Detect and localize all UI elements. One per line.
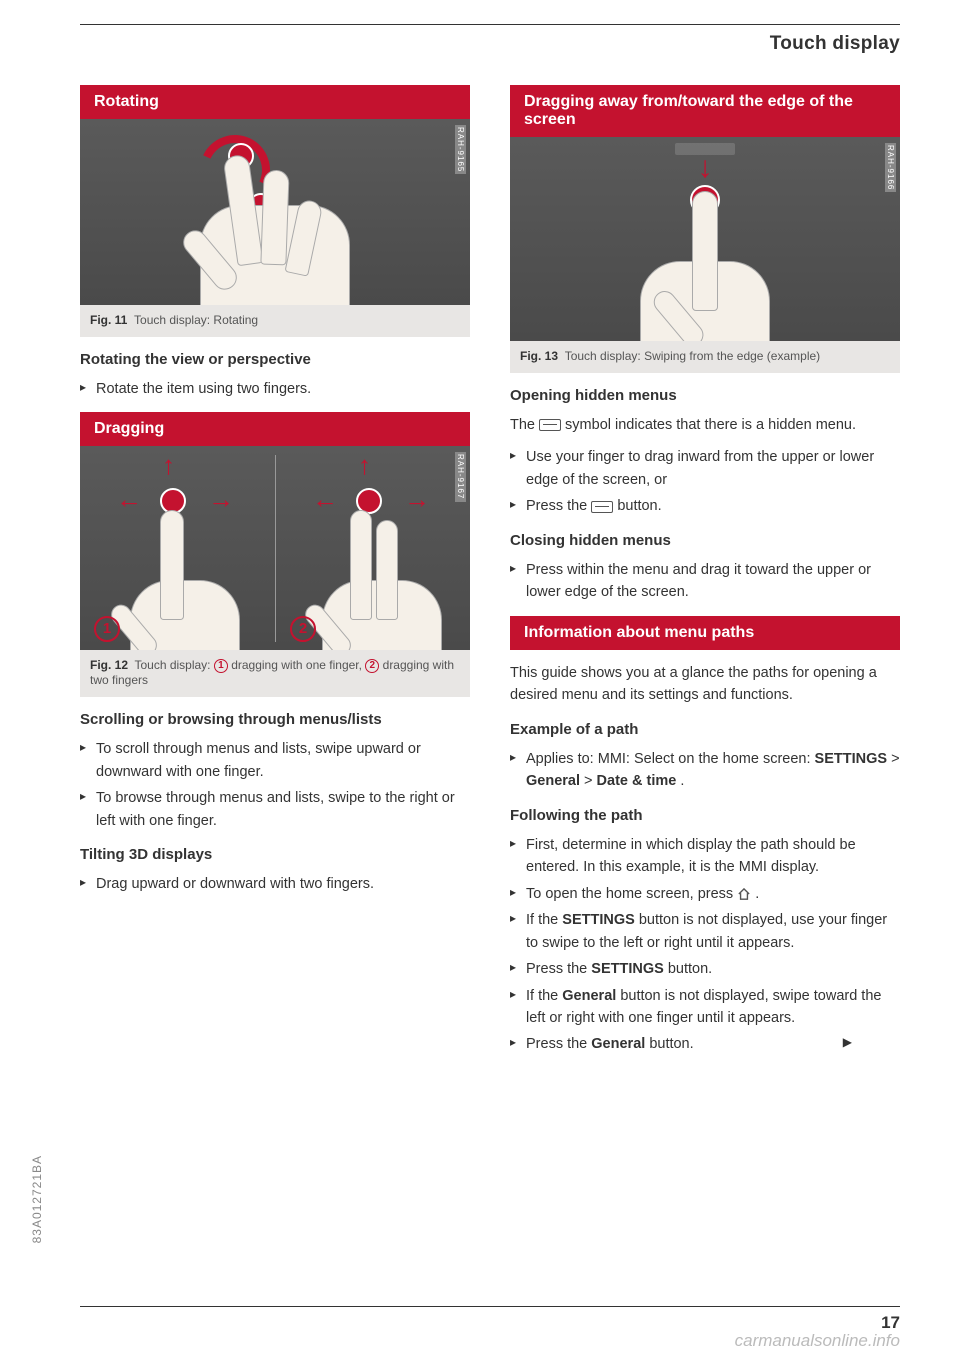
- hidden-menu-para: The symbol indicates that there is a hid…: [510, 414, 900, 436]
- text: Press the: [526, 961, 591, 977]
- list-item: Drag upward or downward with two fingers…: [80, 873, 470, 895]
- list-closing-hidden: Press within the menu and drag it toward…: [510, 559, 900, 604]
- text: To open the home screen, press: [526, 886, 737, 902]
- list-item: Rotate the item using two fingers.: [80, 378, 470, 400]
- home-icon: [737, 888, 751, 900]
- footer-rule: [80, 1306, 900, 1307]
- circled-1-icon: 1: [214, 659, 228, 673]
- section-head-menu-paths: Information about menu paths: [510, 616, 900, 650]
- text: button.: [649, 1036, 693, 1052]
- text-bold: SETTINGS: [562, 912, 635, 928]
- text: >: [891, 751, 899, 767]
- text: .: [680, 773, 684, 789]
- menu-paths-intro: This guide shows you at a glance the pat…: [510, 662, 900, 707]
- page-header-title: Touch display: [80, 33, 900, 55]
- list-item: Press the General button. ▶: [510, 1033, 900, 1055]
- text: >: [584, 773, 597, 789]
- figure-11-image: RAH-9165: [80, 119, 470, 305]
- text-bold: General: [526, 773, 580, 789]
- figure-11-label: Fig. 11: [90, 313, 127, 327]
- list-item: To open the home screen, press .: [510, 883, 900, 905]
- figure-12-badge-1: 1: [94, 616, 120, 642]
- figure-13-code: RAH-9166: [885, 143, 896, 192]
- list-scrolling: To scroll through menus and lists, swipe…: [80, 738, 470, 832]
- manual-page: Touch display Rotating: [0, 0, 960, 1108]
- section-head-dragging: Dragging: [80, 412, 470, 446]
- text: If the: [526, 912, 562, 928]
- figure-12-badge-2: 2: [290, 616, 316, 642]
- right-column: Dragging away from/toward the edge of th…: [510, 85, 900, 1068]
- list-item: Use your finger to drag inward from the …: [510, 446, 900, 491]
- left-column: Rotating RAH-9165: [80, 85, 470, 1068]
- text: If the: [526, 988, 562, 1004]
- text-bold: Date & time: [597, 773, 677, 789]
- text: button.: [617, 498, 661, 514]
- header-rule: [80, 24, 900, 25]
- subhead-scrolling: Scrolling or browsing through menus/list…: [80, 711, 470, 728]
- list-item: To scroll through menus and lists, swipe…: [80, 738, 470, 783]
- list-item: Press the button.: [510, 495, 900, 517]
- figure-13-label: Fig. 13: [520, 349, 558, 363]
- list-item: If the General button is not displayed, …: [510, 985, 900, 1030]
- text-bold: SETTINGS: [591, 961, 664, 977]
- list-following-path: First, determine in which display the pa…: [510, 834, 900, 1056]
- section-head-edge: Dragging away from/toward the edge of th…: [510, 85, 900, 137]
- figure-12-image: ↑ ← → ↓ 1 ↑ ← → ↓: [80, 446, 470, 650]
- menu-symbol-icon: [591, 501, 613, 513]
- subhead-opening-hidden: Opening hidden menus: [510, 387, 900, 404]
- text: Applies to: MMI: Select on the home scre…: [526, 751, 815, 767]
- list-tilting: Drag upward or downward with two fingers…: [80, 873, 470, 895]
- figure-12-caption: Fig. 12 Touch display: 1 dragging with o…: [80, 650, 470, 691]
- figure-13-caption-text: Touch display: Swiping from the edge (ex…: [565, 349, 820, 363]
- figure-13-caption: Fig. 13 Touch display: Swiping from the …: [510, 341, 900, 367]
- list-item: Press within the menu and drag it toward…: [510, 559, 900, 604]
- circled-2-icon: 2: [365, 659, 379, 673]
- watermark-text: carmanualsonline.info: [735, 1331, 900, 1351]
- section-head-rotating: Rotating: [80, 85, 470, 119]
- list-item: Applies to: MMI: Select on the home scre…: [510, 748, 900, 793]
- page-number: 17: [881, 1313, 900, 1333]
- figure-12-box: ↑ ← → ↓ 1 ↑ ← → ↓: [80, 446, 470, 697]
- side-document-code: 83A012721BA: [30, 1155, 44, 1243]
- text: Press the: [526, 498, 591, 514]
- subhead-closing-hidden: Closing hidden menus: [510, 532, 900, 549]
- figure-13-image: ↓ RAH-9166: [510, 137, 900, 341]
- subhead-example-path: Example of a path: [510, 721, 900, 738]
- subhead-following-path: Following the path: [510, 807, 900, 824]
- subhead-tilting: Tilting 3D displays: [80, 846, 470, 863]
- list-example-path: Applies to: MMI: Select on the home scre…: [510, 748, 900, 793]
- text: Press the: [526, 1036, 591, 1052]
- figure-11-box: RAH-9165 Fig. 11 Touch display: Rotating: [80, 119, 470, 337]
- text: symbol indicates that there is a hidden …: [565, 417, 856, 433]
- subhead-rotating-view: Rotating the view or perspective: [80, 351, 470, 368]
- text-bold: SETTINGS: [815, 751, 888, 767]
- text: button.: [668, 961, 712, 977]
- text: The: [510, 417, 539, 433]
- list-item: To browse through menus and lists, swipe…: [80, 787, 470, 832]
- figure-12-code: RAH-9167: [455, 452, 466, 501]
- text-bold: General: [591, 1036, 645, 1052]
- figure-11-caption-text: Touch display: Rotating: [134, 313, 258, 327]
- list-opening-hidden: Use your finger to drag inward from the …: [510, 446, 900, 517]
- menu-symbol-icon: [539, 419, 561, 431]
- text: .: [755, 886, 759, 902]
- list-item: First, determine in which display the pa…: [510, 834, 900, 879]
- list-item: Press the SETTINGS button.: [510, 958, 900, 980]
- two-column-layout: Rotating RAH-9165: [80, 85, 900, 1068]
- fig12-cap-a: Touch display:: [134, 658, 213, 672]
- figure-11-code: RAH-9165: [455, 125, 466, 174]
- figure-12-label: Fig. 12: [90, 658, 128, 672]
- list-item: If the SETTINGS button is not displayed,…: [510, 909, 900, 954]
- continue-arrow-icon: ▶: [843, 1033, 852, 1052]
- fig12-cap-b: dragging with one finger,: [231, 658, 365, 672]
- list-rotating: Rotate the item using two fingers.: [80, 378, 470, 400]
- figure-13-box: ↓ RAH-9166 Fig. 13 Touch display: Swipin…: [510, 137, 900, 373]
- text-bold: General: [562, 988, 616, 1004]
- figure-11-caption: Fig. 11 Touch display: Rotating: [80, 305, 470, 331]
